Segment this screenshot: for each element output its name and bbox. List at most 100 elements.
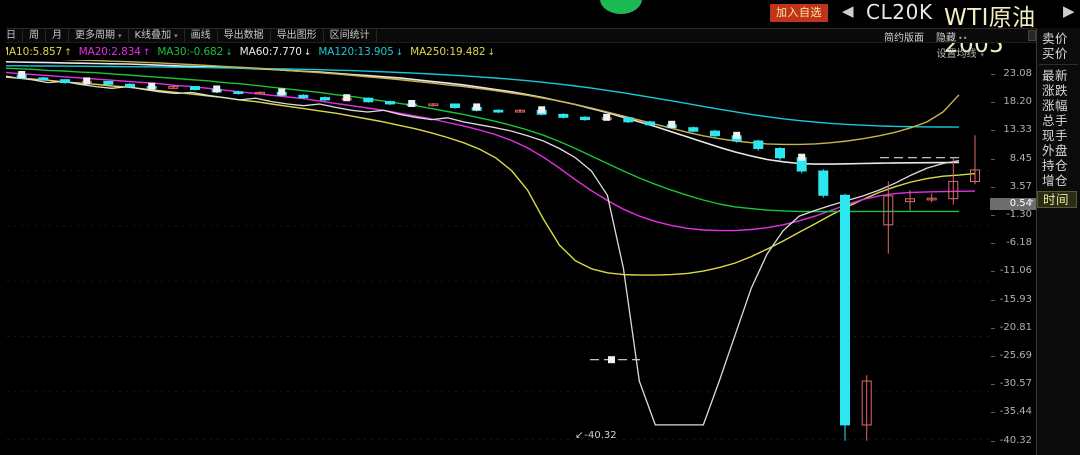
axis-expand-icon[interactable]: ▸ [1030,196,1035,205]
sidebar-field-b-6[interactable]: 持仓 [1042,158,1069,173]
price-tick-3: 8.45 [1009,152,1032,164]
candle-body [645,121,655,126]
axis-tick-mark [991,214,995,216]
candlestick-chart-area[interactable] [0,60,990,455]
sidebar-field-b-1[interactable]: 涨跌 [1042,83,1069,98]
candlestick [298,94,309,99]
candle-body [926,197,937,201]
axis-tick-mark [991,130,995,132]
sidebar-field-b-3[interactable]: 总手 [1042,113,1069,128]
simple-layout-button[interactable]: 简约版面 [884,33,924,44]
price-tick-0: 23.08 [1003,67,1032,79]
candle-body [558,113,569,118]
sidebar-divider [1039,64,1078,65]
toolbar-item-5[interactable]: 画线 [185,29,218,42]
toolbar-item-2[interactable]: 月 [46,29,69,42]
toolbar-item-1[interactable]: 周 [23,29,46,42]
hide-panel-button[interactable]: 隐藏 •• [936,29,967,44]
sidebar-field-b-0[interactable]: 最新 [1042,68,1069,83]
ma-legend-label: MA120:13.905 [318,45,394,58]
arrow-up-icon: ↑ [142,47,151,58]
candle-body [190,86,200,91]
sidebar-field-b-7[interactable]: 增仓 [1042,173,1069,188]
sidebar-field-time-selected[interactable]: 时间 [1037,191,1077,208]
ma-legend-item-5: MA250:19.482 ↓ [410,46,495,58]
candlestick [623,117,634,123]
hide-label: 隐藏 [936,33,956,44]
price-tick-11: -30.57 [999,378,1032,390]
candlestick [688,126,699,133]
toolbar-item-7[interactable]: 导出图形 [271,29,324,42]
hide-dots-icon: •• [958,34,968,43]
candle-body [38,77,49,81]
sidebar-drag-handle[interactable] [1028,30,1036,41]
candlestick [926,193,937,203]
sidebar-field-b-5[interactable]: 外盘 [1042,143,1069,158]
price-tick-6: -6.18 [1006,237,1032,249]
prev-symbol-arrow-icon[interactable]: ◀ [842,3,854,20]
candlestick [103,80,114,86]
candle-body [688,127,699,132]
price-tick-2: 13.33 [1003,124,1032,136]
quote-fields-sidebar: 卖价 买价最新 涨跌 涨幅 总手 现手 外盘 持仓 增仓时间 [1036,28,1080,455]
candlestick [775,147,785,161]
sidebar-field-b-2[interactable]: 涨幅 [1042,98,1069,113]
candlestick [38,76,49,81]
sidebar-field-b-4[interactable]: 现手 [1042,128,1069,143]
candle-body [168,86,179,89]
ma-legend-item-0: MA10:5.857 ↑ [0,46,72,58]
ma-legend-label: MA60:7.770 [239,45,302,58]
toolbar-item-3[interactable]: 更多周期 ▾ [69,29,129,42]
candlestick [861,375,872,441]
candle-body [450,103,460,108]
axis-tick-mark [991,158,995,160]
green-circle-decoration [600,0,642,14]
sidebar-field-0[interactable]: 卖价 [1042,31,1069,46]
candle-body [320,97,330,101]
axis-tick-mark [991,327,995,329]
set-moving-average-dropdown[interactable]: 设置均线 ▾ [936,45,984,60]
chevron-down-icon: ▾ [118,32,122,40]
candle-body [818,170,829,196]
candle-marker-dot [473,103,481,111]
candle-body [753,140,764,149]
toolbar-item-label: 更多周期 [75,30,115,41]
price-tick-4: 3.57 [1009,180,1032,192]
toolbar-item-label: 画线 [190,30,211,41]
candle-marker-dot [343,94,351,102]
candlestick [818,169,829,198]
add-favorite-button[interactable]: 加入自选 [770,4,828,22]
candlestick [905,190,915,211]
candlestick [320,96,330,102]
candlestick [450,103,460,109]
sidebar-field-1[interactable]: 买价 [1042,46,1069,61]
axis-tick-mark [991,356,995,358]
candle-body [363,97,374,103]
candle-body [255,91,265,95]
toolbar-item-6[interactable]: 导出数据 [218,29,271,42]
axis-tick-mark [991,384,995,386]
low-level-marker [608,356,615,364]
candle-body [580,116,590,121]
toolbar-item-8[interactable]: 区间统计 [324,29,377,42]
axis-tick-mark [991,73,995,75]
next-symbol-arrow-icon[interactable]: ▶ [1063,3,1075,20]
arrow-up-icon: ↑ [64,47,72,58]
chevron-down-icon: ▾ [980,51,984,59]
candle-body [103,80,114,85]
candlestick [753,139,764,151]
moving-average-legend: MA10:5.857 ↑ MA20:2.834 ↑ MA30:-0.682 ↓ MA60:7… [0,45,502,58]
toolbar-item-0[interactable]: 日 [0,29,23,42]
symbol-code: CL20K [866,0,933,24]
ma-legend-item-2: MA30:-0.682 ↓ [157,46,232,58]
price-axis: 23.08 18.20 13.33 8.45 3.57 -1.30 -6.18 -11.06 -… [990,60,1036,455]
arrow-down-icon: ↓ [487,47,496,58]
low-price-value: -40.32 [584,430,617,441]
arrow-down-left-icon: ↙ [575,430,584,441]
toolbar-item-4[interactable]: K线叠加 ▾ [129,29,185,42]
ma-line-ma120 [0,65,960,128]
candlestick [233,90,244,95]
candle-body [60,79,70,84]
candlestick [948,158,959,205]
